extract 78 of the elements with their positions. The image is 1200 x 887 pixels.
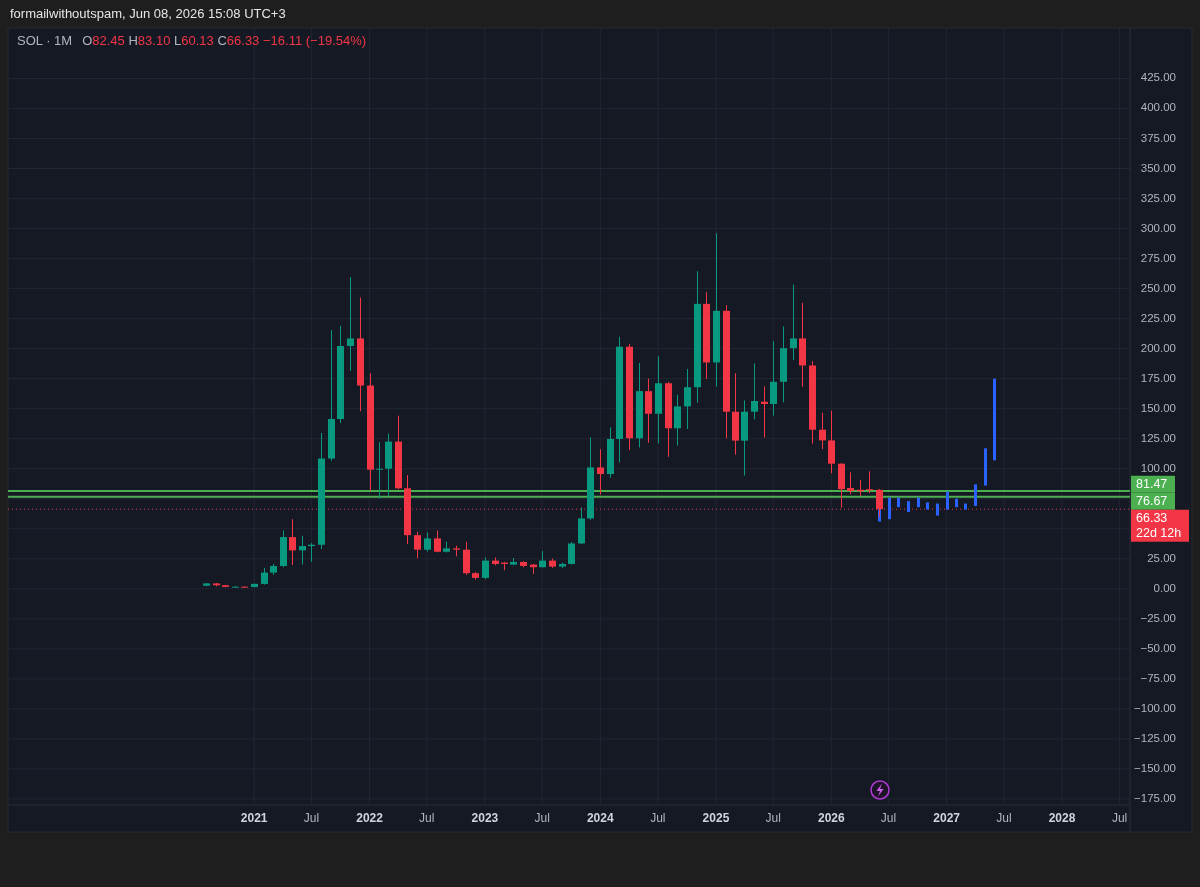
- x-tick-label: 2024: [586, 811, 614, 826]
- y-tick-label: −125.00: [1134, 731, 1176, 744]
- y-tick-label: −150.00: [1134, 762, 1176, 774]
- bar: [955, 498, 958, 508]
- y-tick-label: 325.00: [1140, 191, 1176, 204]
- x-tick-label: 2028: [1048, 811, 1076, 826]
- bar: [993, 378, 996, 461]
- bar: [907, 501, 910, 512]
- y-tick-label: 375.00: [1140, 131, 1176, 144]
- candlestick: [347, 276, 354, 372]
- y-tick-label: −175.00: [1134, 792, 1176, 805]
- x-tick-label: 2026: [817, 811, 845, 826]
- candlestick: [790, 284, 797, 361]
- x-tick-label: 2022: [356, 811, 384, 826]
- ref-line-label: 66.33: [1136, 510, 1168, 525]
- y-tick-label: −50.00: [1140, 641, 1176, 654]
- x-tick-label: Jul: [880, 811, 897, 826]
- y-tick-label: 0.00: [1153, 581, 1176, 594]
- candlestick: [376, 441, 383, 500]
- y-tick-label: 250.00: [1140, 281, 1176, 294]
- bar: [917, 497, 920, 508]
- x-tick-label: Jul: [996, 811, 1012, 826]
- candlestick: [424, 531, 431, 553]
- x-tick-label: Jul: [534, 811, 550, 826]
- ref-line-label: 81.47: [1136, 476, 1168, 491]
- y-tick-label: −25.00: [1140, 611, 1176, 624]
- bar: [936, 503, 939, 516]
- candlestick: [674, 394, 681, 447]
- candlestick: [847, 471, 854, 495]
- bar: [974, 484, 977, 506]
- bar: [946, 491, 949, 510]
- candlestick: [414, 531, 421, 559]
- y-tick-label: 300.00: [1140, 221, 1176, 234]
- text: O82.45 H83.10 L60.13 C66.33 −16.11 (−19.54%): [82, 33, 367, 48]
- x-tick-label: 2025: [702, 811, 730, 826]
- text: formailwithoutspam, Jun 08, 2026 15:08 UTC+3: [10, 6, 286, 21]
- candlestick: [645, 378, 652, 444]
- text: 22d 12h: [1136, 525, 1182, 540]
- y-tick-label: −100.00: [1134, 701, 1176, 714]
- candlestick: [482, 556, 489, 580]
- y-tick-label: −75.00: [1140, 671, 1176, 684]
- y-tick-label: 25.00: [1147, 551, 1176, 564]
- bar: [964, 503, 967, 510]
- y-tick-label: 125.00: [1140, 431, 1176, 444]
- candlestick: [299, 535, 306, 566]
- y-tick-label: 425.00: [1140, 71, 1176, 84]
- candlestick: [463, 541, 470, 576]
- candlestick: [684, 368, 691, 430]
- candlestick: [568, 541, 575, 566]
- bar: [984, 448, 987, 486]
- y-tick-label: 100.00: [1140, 461, 1176, 474]
- y-tick-label: 225.00: [1140, 311, 1176, 324]
- x-tick-label: 2027: [933, 811, 961, 826]
- x-tick-label: Jul: [1111, 811, 1128, 826]
- candlestick: [866, 470, 873, 494]
- bar: [888, 497, 891, 520]
- y-tick-label: 200.00: [1140, 341, 1176, 354]
- x-tick-label: Jul: [303, 811, 320, 826]
- candlestick: [770, 340, 777, 417]
- candlestick: [597, 448, 604, 496]
- x-tick-label: 2023: [471, 811, 499, 826]
- candlestick: [289, 518, 296, 566]
- chart-title: SOL · 1M: [17, 33, 73, 48]
- y-tick-label: 275.00: [1140, 251, 1176, 264]
- x-tick-label: Jul: [650, 811, 666, 826]
- y-tick-label: 350.00: [1140, 161, 1176, 174]
- y-tick-label: 175.00: [1140, 371, 1176, 384]
- bar: [897, 497, 900, 508]
- candlestick: [819, 412, 826, 450]
- x-tick-label: 2021: [240, 811, 268, 826]
- candlestick: [751, 362, 758, 420]
- x-tick-label: Jul: [765, 811, 781, 826]
- candlestick: [828, 410, 835, 474]
- x-tick-label: Jul: [419, 811, 435, 826]
- bar: [926, 502, 929, 510]
- y-tick-label: 400.00: [1140, 101, 1176, 114]
- ref-line-label: 76.67: [1136, 493, 1168, 508]
- y-tick-label: 150.00: [1140, 401, 1176, 414]
